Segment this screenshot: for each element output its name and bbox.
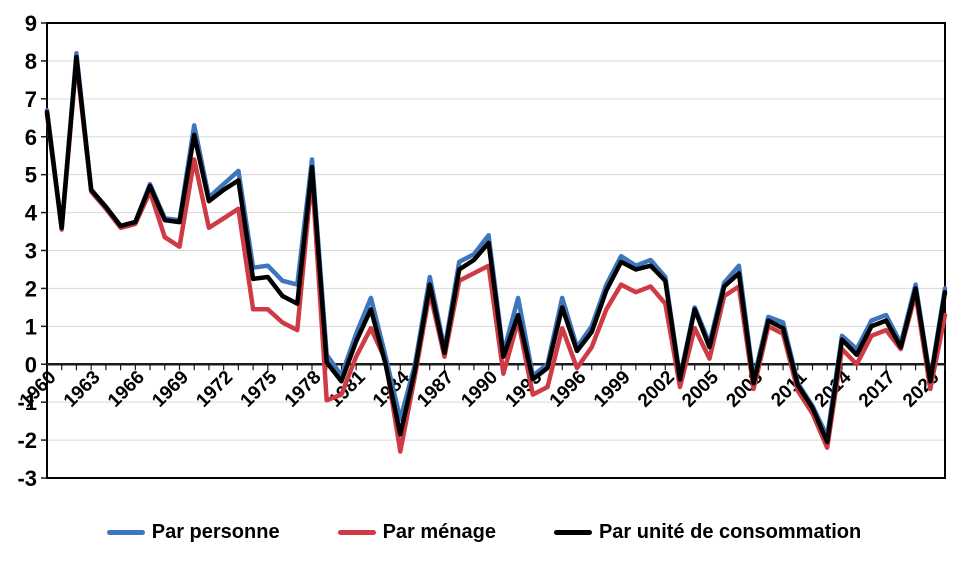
y-tick-label: 1 xyxy=(25,314,37,339)
x-tick-label: 1966 xyxy=(104,367,149,412)
chart-legend: Par personne Par ménage Par unité de con… xyxy=(0,510,968,554)
x-tick-label: 2002 xyxy=(634,367,679,412)
legend-item-par-menage: Par ménage xyxy=(337,520,496,544)
y-tick-label: 4 xyxy=(25,201,38,226)
y-tick-label: 6 xyxy=(25,125,37,150)
x-tick-label: 1987 xyxy=(413,367,458,412)
x-tick-label: 1978 xyxy=(281,367,326,412)
legend-swatch-par-personne xyxy=(106,529,145,535)
y-tick-label: 7 xyxy=(25,87,37,112)
x-tick-label: 1969 xyxy=(148,367,193,412)
legend-swatch-par-menage xyxy=(337,529,376,535)
legend-item-par-unite: Par unité de consommation xyxy=(553,520,862,544)
x-tick-label: 1972 xyxy=(192,367,237,412)
legend-label-par-unite: Par unité de consommation xyxy=(598,520,862,543)
y-tick-label: -3 xyxy=(17,466,37,491)
y-tick-label: 9 xyxy=(25,11,37,36)
legend-item-par-personne: Par personne xyxy=(106,520,280,544)
y-tick-label: 3 xyxy=(25,239,37,264)
series-line-par-unite xyxy=(44,54,948,445)
y-tick-label: 2 xyxy=(25,276,37,301)
x-tick-label: 1999 xyxy=(590,367,635,412)
x-tick-label: 2017 xyxy=(855,367,900,412)
y-tick-label: 8 xyxy=(25,49,37,74)
x-tick-label: 1963 xyxy=(60,367,105,412)
x-tick-label: 1975 xyxy=(237,367,282,412)
x-tick-label: 2008 xyxy=(722,367,767,412)
x-tick-label: 1990 xyxy=(457,367,502,412)
y-tick-label: 5 xyxy=(25,163,37,188)
x-tick-label: 2020 xyxy=(899,367,944,412)
legend-label-par-menage: Par ménage xyxy=(382,520,496,543)
legend-swatch-par-unite xyxy=(553,529,592,535)
legend-label-par-personne: Par personne xyxy=(151,520,280,543)
y-tick-label: -2 xyxy=(17,428,37,453)
y-tick-label: 0 xyxy=(25,352,37,377)
y-tick-label: -1 xyxy=(17,390,37,415)
